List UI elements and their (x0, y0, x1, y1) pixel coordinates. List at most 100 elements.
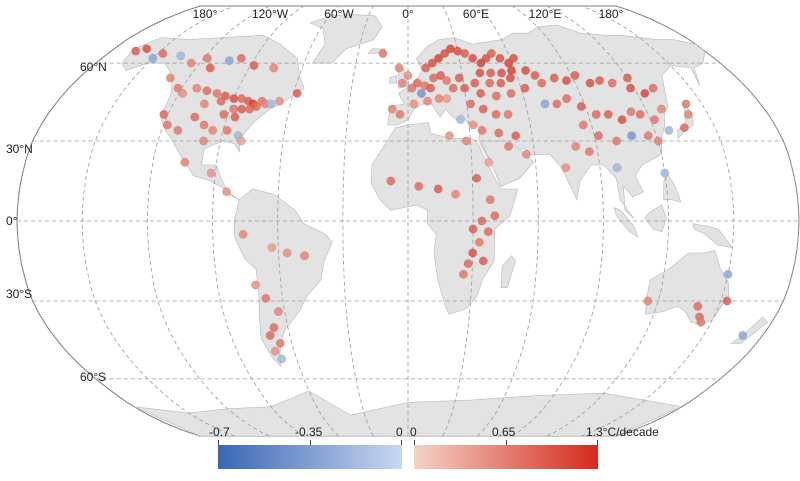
land-australia (645, 249, 730, 326)
station-point (222, 125, 232, 135)
station-point (148, 53, 158, 63)
station-point (451, 189, 461, 199)
station-point (503, 109, 513, 119)
station-point (496, 78, 506, 88)
station-point (206, 168, 216, 178)
station-point (561, 163, 571, 173)
station-point (472, 173, 482, 183)
station-point (486, 49, 496, 58)
station-point (693, 301, 703, 311)
station-point (414, 181, 424, 191)
station-point (603, 109, 613, 119)
pos-min-label: 0 (410, 425, 417, 439)
lon-label: 60°W (324, 7, 354, 21)
station-point (165, 73, 175, 83)
station-point (475, 68, 485, 78)
station-point (679, 123, 689, 133)
station-point (483, 227, 493, 237)
station-point (506, 66, 516, 75)
station-point (238, 229, 248, 239)
lat-label: 30°S (6, 287, 32, 301)
station-point (282, 248, 292, 258)
station-point (463, 259, 473, 269)
station-point (466, 99, 476, 109)
station-point (173, 125, 183, 135)
station-point (612, 163, 622, 173)
station-point (202, 86, 212, 96)
station-point (192, 83, 202, 93)
station-point (521, 66, 531, 75)
station-point (292, 88, 302, 98)
neg-max-label: 0 (396, 425, 403, 439)
meridian-line (146, 5, 270, 437)
lon-label: 0° (402, 7, 414, 21)
station-point (409, 99, 419, 109)
station-point (386, 176, 396, 186)
station-point (571, 141, 581, 151)
station-point (722, 296, 732, 306)
station-point (440, 49, 450, 58)
station-point (664, 125, 674, 135)
station-point (509, 53, 518, 63)
colorbar-negative (218, 445, 402, 469)
station-point (484, 157, 494, 167)
station-point (683, 109, 693, 119)
station-point (202, 53, 212, 63)
station-point (265, 331, 275, 340)
station-point (433, 184, 443, 194)
station-point (190, 112, 200, 122)
station-point (585, 78, 595, 88)
land-africa (371, 122, 519, 315)
pos-max-label: 1.3°C/decade (586, 425, 659, 439)
station-point (468, 120, 478, 130)
station-point (650, 115, 659, 125)
station-point (470, 78, 480, 88)
station-point (403, 71, 413, 80)
station-point (530, 71, 540, 80)
land-south-america (233, 188, 333, 368)
station-point (562, 94, 572, 104)
station-point (434, 94, 444, 104)
station-point (237, 104, 247, 114)
station-point (656, 104, 666, 114)
station-point (236, 53, 246, 63)
station-point (387, 104, 397, 114)
station-point (549, 73, 559, 83)
station-point (474, 237, 484, 247)
neg-min-label: -0.7 (209, 425, 230, 439)
station-point (222, 187, 232, 197)
station-point (205, 63, 215, 73)
lon-label: 120°W (252, 7, 289, 21)
station-point (224, 56, 234, 66)
station-point (229, 94, 239, 104)
station-point (274, 307, 283, 317)
lat-label: 30°N (6, 142, 33, 156)
station-point (199, 99, 209, 109)
lon-label: 120°E (529, 7, 562, 21)
station-point (681, 99, 691, 109)
station-point (208, 125, 218, 135)
lat-label: 60°N (80, 60, 107, 74)
station-point (261, 293, 271, 303)
station-point (485, 195, 495, 205)
colorbar-tick (401, 440, 402, 445)
station-point (159, 109, 169, 119)
colorbar-tick (506, 440, 507, 445)
station-point (617, 115, 627, 125)
land-arabia-patch (480, 140, 534, 187)
land-sumatra (613, 207, 639, 238)
colorbar-positive (414, 445, 598, 469)
station-point (444, 131, 454, 141)
station-point (738, 331, 748, 340)
station-point (612, 136, 621, 146)
station-point (180, 157, 190, 167)
lat-label: 60°S (80, 370, 106, 384)
station-point (491, 91, 501, 101)
station-point (416, 88, 426, 98)
station-point (486, 68, 496, 78)
station-point (178, 88, 188, 98)
station-point (607, 78, 617, 88)
station-point (521, 149, 531, 159)
station-point (426, 83, 436, 93)
colorbar-tick (218, 440, 219, 445)
